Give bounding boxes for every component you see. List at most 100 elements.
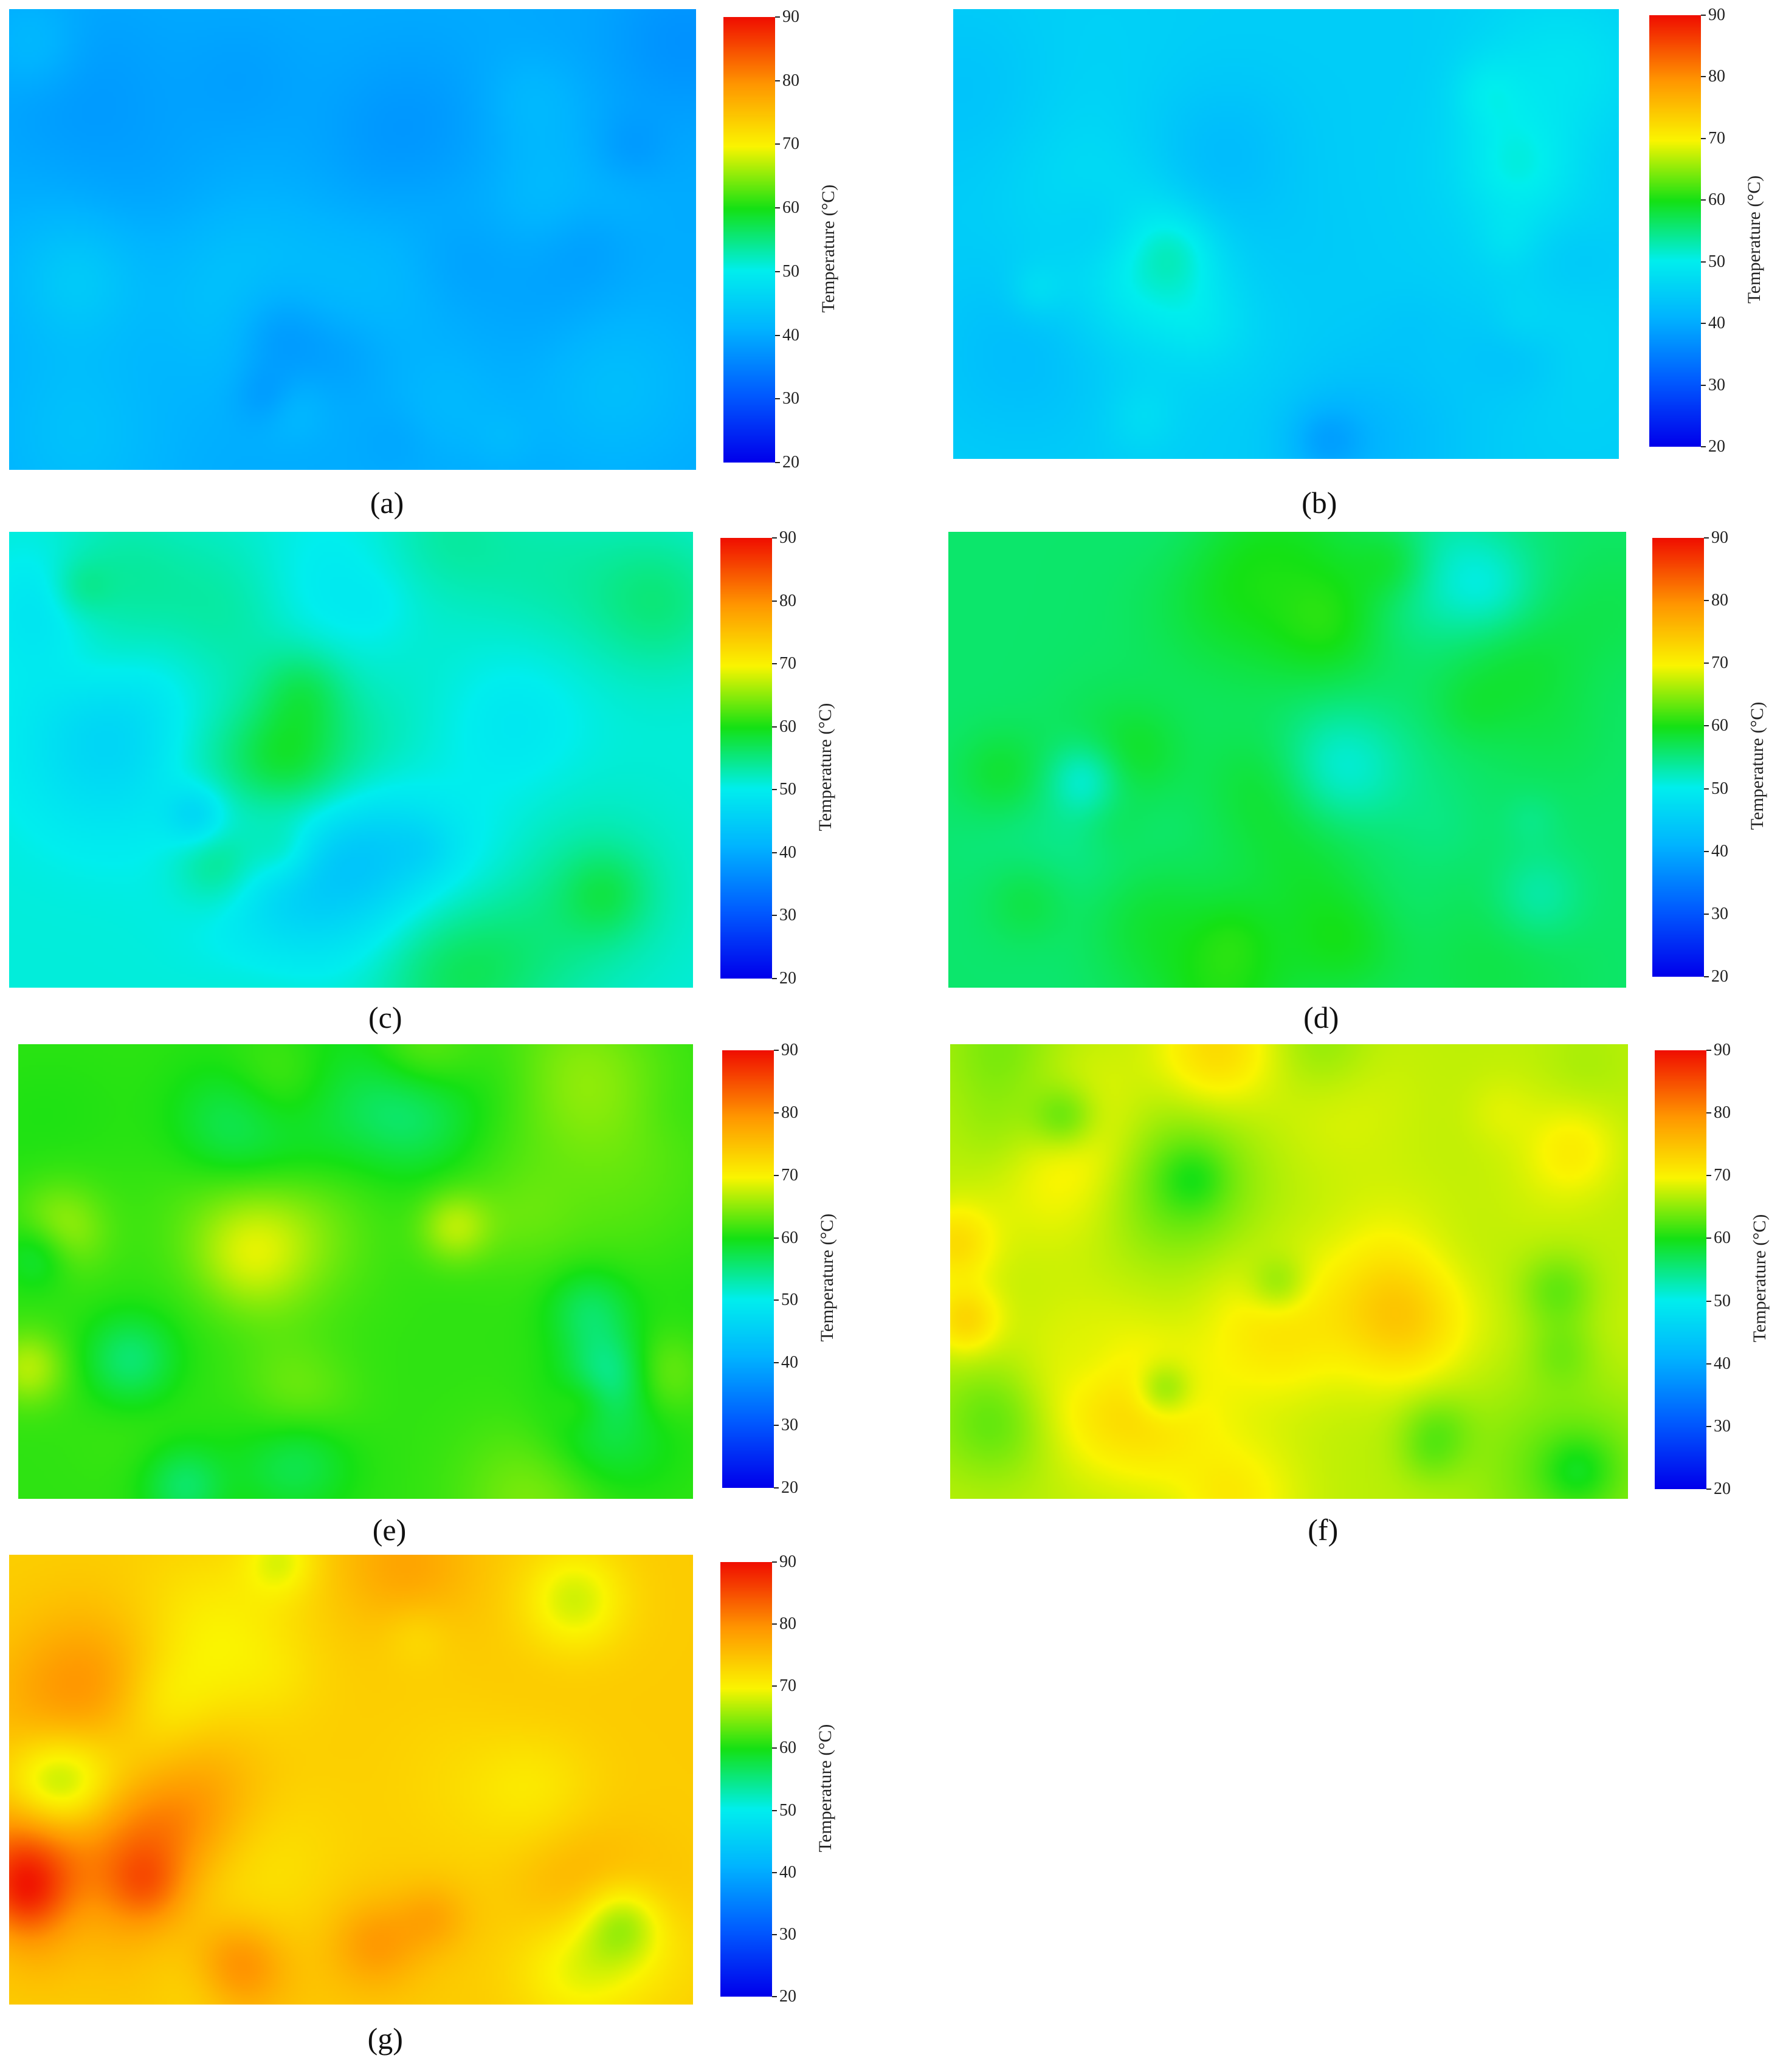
colorbar-c xyxy=(720,538,772,979)
colorbar-tick-mark xyxy=(1701,261,1706,263)
heatmap-e xyxy=(18,1044,693,1499)
colorbar-tick-mark xyxy=(1706,1237,1711,1239)
colorbar-tick-mark xyxy=(1704,913,1709,915)
colorbar-tick-mark xyxy=(1701,446,1706,447)
colorbar-tick-mark xyxy=(772,852,777,853)
colorbar-tick-label: 30 xyxy=(1711,904,1728,923)
colorbar-tick-label: 30 xyxy=(779,1924,796,1944)
colorbar-tick-mark xyxy=(772,663,777,665)
colorbar-g xyxy=(720,1562,772,1997)
colorbar-tick-mark xyxy=(775,143,780,145)
colorbar-tick-label: 60 xyxy=(1714,1228,1731,1248)
colorbar-tick-mark xyxy=(1704,788,1709,790)
panel-label-f: (f) xyxy=(1308,1513,1339,1547)
colorbar-tick-label: 20 xyxy=(1708,437,1725,456)
colorbar-tick-mark xyxy=(772,1996,777,1997)
colorbar-tick-label: 60 xyxy=(1711,716,1728,735)
colorbar-tick-mark xyxy=(1704,663,1709,664)
colorbar-tick-mark xyxy=(772,1871,777,1873)
panel-label-a: (a) xyxy=(370,486,404,520)
colorbar-tick-mark xyxy=(774,1112,779,1113)
colorbar-e xyxy=(722,1050,774,1488)
colorbar-tick-mark xyxy=(774,1299,779,1301)
colorbar-tick-mark xyxy=(772,726,777,728)
colorbar-tick-mark xyxy=(774,1237,779,1239)
colorbar-tick-label: 30 xyxy=(1708,375,1725,394)
colorbar-tick-label: 40 xyxy=(779,842,796,862)
colorbar-tick-mark xyxy=(1701,384,1706,386)
colorbar-tick-label: 80 xyxy=(779,1614,796,1634)
colorbar-tick-mark xyxy=(775,270,780,272)
colorbar-tick-mark xyxy=(1706,1300,1711,1302)
colorbar-tick-label: 60 xyxy=(779,717,796,736)
colorbar-tick-mark xyxy=(775,462,780,463)
colorbar-tick-mark xyxy=(774,1362,779,1364)
colorbar-tick-mark xyxy=(1701,15,1706,16)
colorbar-tick-mark xyxy=(775,334,780,336)
colorbar-tick-label: 40 xyxy=(1711,841,1728,861)
colorbar-tick-mark xyxy=(772,600,777,602)
heatmap-a xyxy=(9,9,696,470)
colorbar-tick-label: 80 xyxy=(1708,67,1725,86)
colorbar-tick-mark xyxy=(772,1809,777,1811)
colorbar-tick-label: 30 xyxy=(781,1416,798,1435)
colorbar-tick-label: 90 xyxy=(1711,528,1728,547)
colorbar-tick-label: 50 xyxy=(1711,779,1728,798)
colorbar-tick-mark xyxy=(772,915,777,917)
colorbar-tick-label: 50 xyxy=(779,1800,796,1820)
colorbar-tick-mark xyxy=(775,398,780,400)
colorbar-tick-label: 80 xyxy=(1714,1103,1731,1123)
colorbar-tick-label: 40 xyxy=(781,1353,798,1372)
colorbar-tick-mark xyxy=(1706,1175,1711,1177)
colorbar-tick-mark xyxy=(772,1623,777,1625)
colorbar-tick-label: 90 xyxy=(779,528,796,547)
colorbar-title-a: Temperature (°C) xyxy=(818,184,838,313)
colorbar-tick-label: 60 xyxy=(782,198,799,218)
colorbar-tick-label: 30 xyxy=(782,389,799,408)
colorbar-tick-label: 40 xyxy=(779,1862,796,1882)
colorbar-tick-label: 70 xyxy=(1708,128,1725,148)
colorbar-tick-mark xyxy=(772,537,777,539)
heatmap-f xyxy=(950,1044,1628,1499)
colorbar-tick-label: 30 xyxy=(1714,1416,1731,1436)
colorbar-tick-label: 90 xyxy=(781,1041,798,1059)
colorbar-tick-label: 20 xyxy=(779,1987,796,2006)
colorbar-tick-label: 40 xyxy=(782,325,799,345)
colorbar-tick-label: 70 xyxy=(1711,653,1728,673)
colorbar-tick-label: 20 xyxy=(781,1478,798,1497)
colorbar-tick-label: 60 xyxy=(779,1738,796,1758)
colorbar-tick-mark xyxy=(1701,199,1706,201)
colorbar-tick-label: 50 xyxy=(1708,252,1725,271)
colorbar-tick-mark xyxy=(1706,1050,1711,1051)
colorbar-tick-label: 60 xyxy=(1708,190,1725,210)
colorbar-tick-label: 80 xyxy=(1711,591,1728,610)
colorbar-f xyxy=(1655,1050,1706,1489)
colorbar-tick-mark xyxy=(1706,1425,1711,1427)
colorbar-tick-mark xyxy=(1706,1363,1711,1365)
colorbar-tick-mark xyxy=(772,978,777,979)
colorbar-tick-mark xyxy=(1704,850,1709,852)
colorbar-tick-mark xyxy=(772,1747,777,1749)
colorbar-tick-label: 70 xyxy=(782,134,799,154)
colorbar-tick-mark xyxy=(1701,137,1706,139)
panel-label-b: (b) xyxy=(1302,486,1337,520)
colorbar-title-c: Temperature (°C) xyxy=(815,703,835,831)
colorbar-tick-mark xyxy=(772,1685,777,1687)
colorbar-title-d: Temperature (°C) xyxy=(1747,702,1767,830)
colorbar-tick-mark xyxy=(775,207,780,209)
colorbar-tick-label: 90 xyxy=(779,1552,796,1571)
heatmap-d xyxy=(948,532,1626,988)
colorbar-tick-label: 80 xyxy=(782,71,799,90)
colorbar-tick-label: 90 xyxy=(1708,5,1725,24)
colorbar-title-b: Temperature (°C) xyxy=(1744,175,1764,304)
colorbar-tick-mark xyxy=(772,789,777,791)
colorbar-tick-label: 90 xyxy=(782,7,799,26)
colorbar-tick-mark xyxy=(775,80,780,81)
heatmap-g xyxy=(9,1555,693,2005)
colorbar-tick-label: 70 xyxy=(779,654,796,673)
panel-label-c: (c) xyxy=(368,1000,402,1034)
panel-label-e: (e) xyxy=(372,1513,407,1547)
colorbar-title-e: Temperature (°C) xyxy=(817,1214,837,1342)
colorbar-tick-mark xyxy=(1701,323,1706,325)
colorbar-tick-label: 50 xyxy=(782,261,799,281)
